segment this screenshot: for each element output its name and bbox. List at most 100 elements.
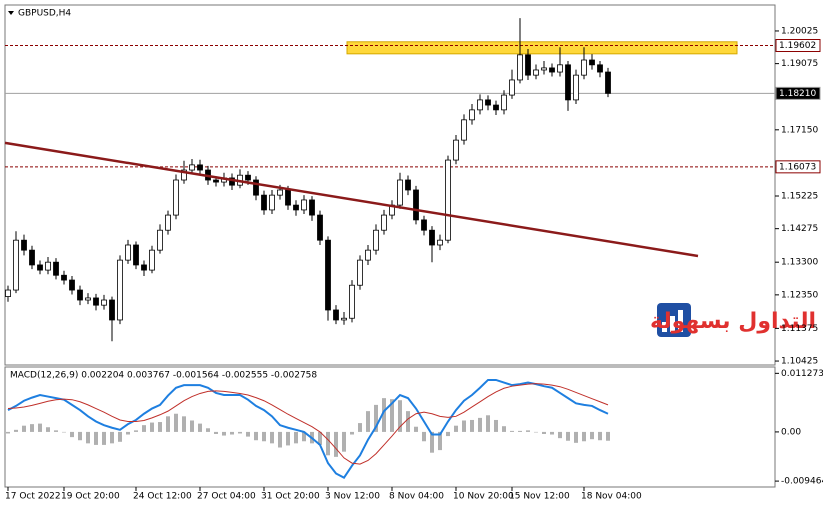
candle-body [437, 239, 443, 246]
histogram-bar [582, 431, 586, 442]
candle-body [533, 69, 539, 76]
histogram-bar [598, 431, 602, 441]
histogram-bar [558, 431, 562, 439]
candle-body [605, 71, 611, 94]
candle-body [525, 54, 531, 76]
histogram-bar [110, 431, 114, 444]
candle-body [45, 261, 51, 271]
histogram-bar [270, 431, 274, 444]
candle-body [117, 259, 123, 321]
histogram-bar [462, 420, 466, 432]
y-tick-label: -0.009464 [781, 477, 823, 487]
histogram-bar [454, 425, 458, 432]
candle-body [493, 104, 499, 111]
symbol-title: GBPUSD,H4 [18, 9, 71, 19]
resistance-zone [346, 41, 738, 55]
candle-body [413, 189, 419, 221]
candle-body [365, 249, 371, 261]
histogram-bar [198, 423, 202, 432]
trendline [4, 141, 699, 258]
candle-body [429, 229, 435, 246]
histogram-bar [174, 413, 178, 432]
candle-body [21, 239, 27, 251]
candle-body [469, 109, 475, 121]
macd-label: MACD(12,26,9) 0.002204 0.003767 -0.00156… [10, 371, 317, 381]
histogram-bar [590, 431, 594, 440]
x-tick-label: 27 Oct 04:00 [197, 492, 256, 502]
candle-body [357, 259, 363, 286]
histogram-bar [446, 431, 450, 437]
price-label-box [775, 39, 821, 53]
y-tick-label: 1.15225 [781, 192, 818, 202]
x-tick-label: 18 Nov 04:00 [581, 492, 642, 502]
histogram-bar [246, 431, 250, 437]
menu-arrow[interactable] [8, 11, 14, 15]
candle-body [141, 264, 147, 271]
price-label: 1.16073 [779, 162, 816, 172]
candle-body [477, 99, 483, 111]
histogram-bar [190, 420, 194, 432]
y-tick-label: 1.20025 [781, 26, 818, 36]
y-tick-label: 1.12350 [781, 290, 818, 300]
candle-body [85, 297, 91, 301]
histogram-bar [142, 425, 146, 432]
histogram-bar [574, 431, 578, 443]
histogram-bar [214, 431, 218, 434]
candle-body [197, 164, 203, 171]
candle-body [301, 199, 307, 211]
candle-body [157, 229, 163, 251]
histogram-bar [206, 428, 210, 432]
histogram-bar [342, 431, 346, 452]
histogram-bar [294, 431, 298, 444]
histogram-bar [46, 427, 50, 432]
histogram-bar [566, 431, 570, 441]
histogram-bar [438, 431, 442, 451]
candle-body [589, 59, 595, 66]
candle-body [549, 67, 555, 73]
histogram-bar [14, 429, 18, 432]
histogram-bar [30, 424, 34, 432]
y-tick-label: 1.11375 [781, 324, 818, 334]
histogram-bar [86, 431, 90, 444]
histogram-bar [166, 416, 170, 432]
histogram-bar [158, 422, 162, 432]
candle-body [245, 174, 251, 181]
candle-body [333, 309, 339, 321]
histogram-bar [366, 411, 370, 432]
histogram-bar [6, 431, 10, 434]
candle-body [453, 139, 459, 161]
candle-body [5, 289, 11, 297]
y-tick-label: 1.14275 [781, 224, 818, 234]
histogram-bar [134, 430, 138, 432]
histogram-bar [22, 425, 26, 432]
candle-body [517, 54, 523, 81]
candle-body [189, 164, 195, 171]
candle-body [349, 284, 355, 319]
histogram-bar [518, 430, 522, 432]
histogram-bar [38, 423, 42, 432]
histogram-bar [238, 431, 242, 434]
candle-body [93, 297, 99, 306]
y-tick-label: 1.19075 [781, 59, 818, 69]
price-label: 1.19602 [779, 41, 816, 51]
histogram-bar [398, 400, 402, 432]
histogram-bar [606, 431, 610, 441]
histogram-bar [62, 431, 66, 433]
histogram-bar [254, 431, 258, 441]
candle-body [341, 317, 347, 321]
price-label-box [775, 160, 821, 174]
candle-body [293, 204, 299, 211]
candle-body [557, 64, 563, 73]
x-tick-label: 8 Nov 04:00 [389, 492, 444, 502]
candle-body [149, 249, 155, 271]
candle-body [13, 239, 19, 291]
histogram-bar [390, 399, 394, 432]
y-tick-label: 0.011273 [781, 369, 823, 379]
candle-body [213, 179, 219, 183]
candle-body [541, 67, 547, 71]
candle-body [277, 189, 283, 196]
histogram-bar [70, 431, 74, 438]
candle-body [381, 214, 387, 231]
histogram-bar [350, 431, 354, 435]
